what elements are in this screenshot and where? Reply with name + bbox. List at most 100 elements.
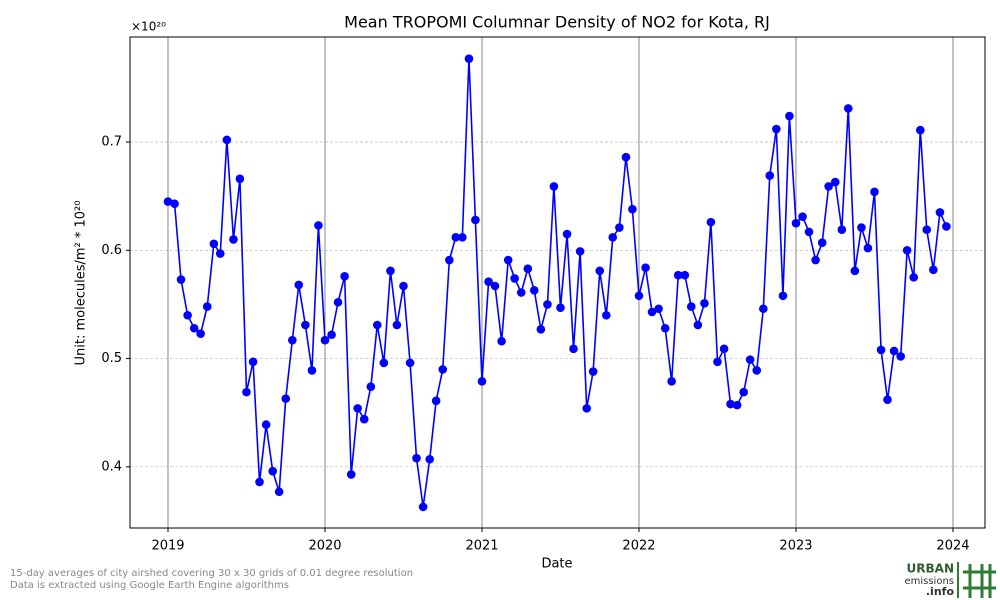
data-point	[569, 344, 578, 354]
data-point	[261, 420, 271, 429]
data-point	[575, 247, 585, 256]
data-point	[830, 177, 840, 187]
data-point	[602, 310, 611, 320]
data-point	[451, 232, 461, 242]
data-point	[628, 204, 637, 214]
data-point	[791, 218, 801, 228]
x-tick-label: 2022	[622, 539, 655, 554]
data-point	[215, 249, 225, 258]
data-point	[209, 239, 219, 249]
data-point	[412, 453, 421, 463]
data-point	[445, 255, 454, 265]
data-point	[719, 344, 729, 354]
chart-title: Mean TROPOMI Columnar Density of NO2 for…	[344, 13, 770, 32]
data-point	[255, 477, 264, 487]
data-point	[229, 235, 238, 244]
data-point	[608, 232, 618, 242]
x-axis-label: Date	[541, 557, 572, 572]
data-point	[680, 270, 690, 280]
data-point	[752, 366, 762, 375]
x-tick-label: 2019	[151, 539, 184, 554]
data-point	[353, 404, 362, 413]
data-point	[516, 288, 526, 297]
data-point	[778, 291, 788, 301]
data-point	[163, 197, 173, 206]
data-point	[850, 266, 860, 276]
data-point	[772, 124, 781, 134]
data-point	[307, 366, 317, 375]
data-point	[902, 245, 912, 255]
data-point	[588, 367, 598, 376]
data-point	[543, 300, 552, 309]
data-point	[327, 330, 336, 340]
data-point	[274, 487, 284, 497]
data-point	[667, 376, 676, 386]
data-point	[732, 400, 742, 410]
data-point	[556, 303, 565, 312]
data-point	[857, 223, 866, 232]
data-point	[176, 275, 186, 284]
data-point	[582, 404, 592, 413]
logo-text: .info	[926, 585, 955, 598]
data-point	[660, 323, 670, 333]
x-tick-label: 2020	[308, 539, 341, 554]
data-point	[529, 286, 539, 295]
data-point	[817, 238, 827, 248]
data-point	[726, 399, 735, 409]
y-tick-label: 0.6	[101, 243, 122, 258]
plot-frame	[129, 36, 986, 529]
data-point	[372, 320, 382, 330]
data-point	[268, 466, 278, 476]
data-point	[876, 345, 886, 355]
data-point	[804, 227, 814, 237]
data-point	[366, 382, 376, 392]
data-point	[759, 304, 768, 314]
data-point	[896, 352, 905, 361]
data-point	[242, 387, 251, 397]
data-point	[497, 336, 506, 346]
data-point	[634, 291, 644, 301]
data-point	[301, 320, 310, 330]
data-point	[202, 302, 212, 311]
data-point	[523, 264, 533, 273]
data-point	[700, 299, 709, 308]
data-point	[281, 394, 291, 403]
data-point	[196, 329, 205, 338]
data-point	[745, 355, 755, 364]
data-point	[647, 307, 657, 317]
y-tick-label: 0.4	[101, 459, 122, 474]
data-point	[916, 125, 925, 135]
data-point	[510, 274, 519, 283]
data-point	[346, 470, 356, 479]
data-point	[314, 221, 323, 230]
data-point	[843, 104, 853, 113]
data-point	[693, 320, 703, 330]
data-point	[562, 229, 572, 239]
data-point	[621, 152, 631, 162]
data-point	[889, 346, 899, 356]
x-tick-label: 2024	[936, 539, 969, 554]
data-point	[654, 304, 663, 314]
logo-text: URBAN	[907, 562, 954, 576]
data-point	[288, 335, 297, 345]
data-point	[294, 280, 304, 290]
data-point	[595, 266, 605, 276]
data-point	[248, 357, 258, 367]
data-point	[235, 174, 245, 184]
data-point	[824, 182, 833, 191]
data-point	[706, 217, 716, 227]
data-point	[392, 320, 402, 330]
y-offset-label: ×10²⁰	[131, 20, 166, 34]
data-point	[641, 263, 650, 272]
data-point	[883, 395, 892, 405]
data-point	[935, 208, 945, 217]
data-point	[438, 365, 448, 374]
data-point	[811, 255, 820, 265]
data-point	[464, 54, 474, 63]
data-point	[418, 502, 428, 512]
data-point	[942, 222, 951, 231]
x-tick-label: 2021	[465, 539, 498, 554]
data-point	[922, 225, 932, 235]
data-point	[837, 225, 847, 235]
